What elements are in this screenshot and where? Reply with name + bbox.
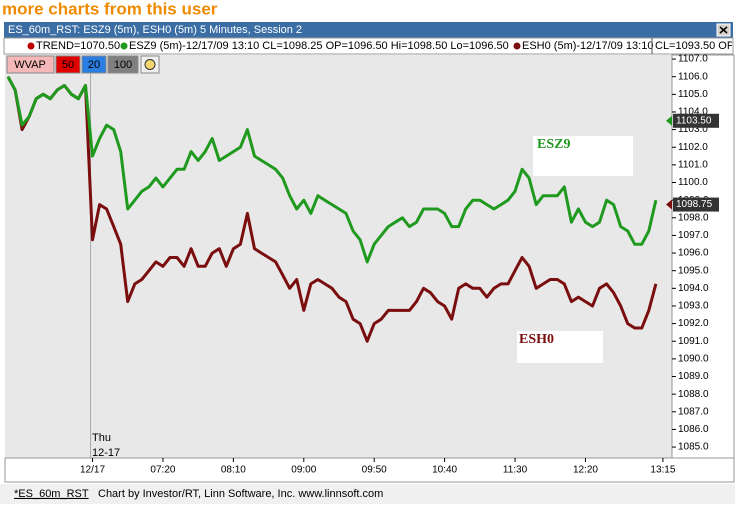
x-tick-label: 10:40 <box>432 465 457 476</box>
y-tick-label: 1098.0 <box>678 212 709 223</box>
y-tick-label: 1105.0 <box>678 89 708 100</box>
y-tick-label: 1104.0 <box>678 107 708 118</box>
x-tick-label: 09:00 <box>291 465 316 476</box>
status-text: Chart by Investor/RT, Linn Software, Inc… <box>98 488 383 500</box>
y-tick-label: 1085.0 <box>678 442 709 453</box>
plot-area <box>5 55 672 458</box>
y-tick-label: 1087.0 <box>678 406 709 417</box>
y-tick-label: 1093.0 <box>678 301 709 312</box>
x-tick-label: 13:15 <box>650 465 675 476</box>
y-tick-label: 1096.0 <box>678 248 709 259</box>
series-label-box <box>517 331 603 363</box>
y-tick-label: 1086.0 <box>678 424 709 435</box>
toolbar-button[interactable] <box>55 55 81 74</box>
toolbar-button[interactable] <box>6 55 55 74</box>
price-marker-arrow <box>666 199 672 210</box>
legend-text: ESZ9 (5m)-12/17/09 13:10 CL=1098.25 OP=1… <box>129 40 509 52</box>
legend-dot <box>27 42 35 50</box>
y-tick-label: 1103.0 <box>678 124 708 135</box>
y-tick-label: 1100.0 <box>678 177 708 188</box>
session-label: 12-17 <box>92 447 120 459</box>
legend-dot <box>120 42 128 50</box>
y-tick-label: 1091.0 <box>678 336 709 347</box>
x-tick-label: 09:50 <box>362 465 387 476</box>
close-icon <box>719 26 728 34</box>
legend-text: TREND=1070.50 <box>36 40 120 52</box>
y-tick-label: 1095.0 <box>678 265 709 276</box>
toolbar-button[interactable] <box>81 55 107 74</box>
x-tick-label: 11:30 <box>503 465 528 476</box>
price-marker-arrow <box>666 115 672 126</box>
series-label-box <box>533 136 633 176</box>
series-line <box>6 75 658 343</box>
settings-icon <box>144 59 156 70</box>
window-title: ES_60m_RST: ESZ9 (5m), ESH0 (5m) 5 Minut… <box>8 24 302 36</box>
legend-dot <box>513 42 521 50</box>
status-tab[interactable]: *ES_60m_RST <box>14 488 89 500</box>
y-tick-label: 1089.0 <box>678 371 709 382</box>
toolbar-label: 100 <box>114 59 132 71</box>
series-label: ESZ9 <box>537 137 570 152</box>
x-tick-label: 07:20 <box>150 465 175 476</box>
toolbar-label: WVAP <box>14 59 46 71</box>
y-tick-label: 1092.0 <box>678 318 709 329</box>
title-bar <box>4 22 733 38</box>
legend-text: CL=1093.50 OP <box>655 40 734 52</box>
session-label: Thu <box>92 432 111 444</box>
y-tick-label: 1097.0 <box>678 230 709 241</box>
price-marker-label: 1098.75 <box>676 199 713 210</box>
y-tick-label: 1106.0 <box>678 71 708 82</box>
legend-text: ESH0 (5m)-12/17/09 13:10 <box>522 40 653 52</box>
price-marker <box>673 197 719 212</box>
y-tick-label: 1101.0 <box>678 160 708 171</box>
y-tick-label: 1090.0 <box>678 354 709 365</box>
y-tick-label: 1107.0 <box>678 54 708 65</box>
y-tick-label: 1102.0 <box>678 142 708 153</box>
header-link[interactable]: more charts from this user <box>2 0 218 18</box>
legend-bar <box>3 37 734 55</box>
y-tick-label: 1088.0 <box>678 389 709 400</box>
toolbar-label: 50 <box>62 59 74 71</box>
toolbar-label: 20 <box>88 59 100 71</box>
toolbar-button[interactable] <box>107 55 139 74</box>
x-axis-panel <box>4 457 735 483</box>
price-marker-label: 1103.50 <box>676 115 712 126</box>
status-bar <box>0 484 735 504</box>
x-tick-label: 12:20 <box>573 465 598 476</box>
y-tick-label: 1094.0 <box>678 283 709 294</box>
x-tick-label: 08:10 <box>221 465 246 476</box>
price-marker <box>673 113 719 128</box>
x-tick-label: 12/17 <box>80 465 105 476</box>
series-line <box>6 75 658 264</box>
series-label: ESH0 <box>519 332 554 347</box>
